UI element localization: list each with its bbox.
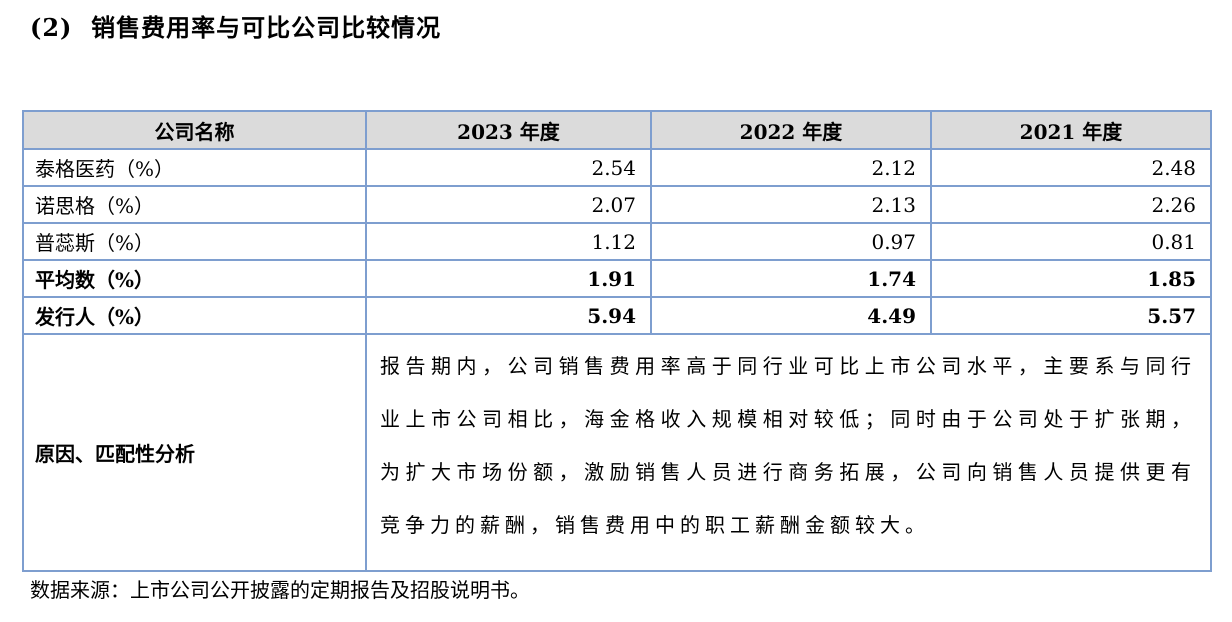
header-year-2021: 2021 年度 bbox=[930, 110, 1212, 150]
cell-value-2022: 2.13 bbox=[650, 185, 932, 224]
cell-value-2021: 1.85 bbox=[930, 259, 1212, 298]
cell-company-name: 泰格医药（%） bbox=[22, 148, 367, 187]
cell-value-2022: 4.49 bbox=[650, 296, 932, 335]
cell-value-2022: 2.12 bbox=[650, 148, 932, 187]
section-title: (2) 销售费用率与可比公司比较情况 bbox=[30, 13, 442, 42]
table-row-nuosige: 诺思格（%） 2.07 2.13 2.26 bbox=[22, 185, 1212, 224]
table-header-row: 公司名称 2023 年度 2022 年度 2021 年度 bbox=[22, 110, 1212, 150]
sales-expense-comparison-table: 公司名称 2023 年度 2022 年度 2021 年度 泰格医药（%） 2.5… bbox=[22, 110, 1212, 572]
table-row-average: 平均数（%） 1.91 1.74 1.85 bbox=[22, 259, 1212, 298]
cell-value-2021: 5.57 bbox=[930, 296, 1212, 335]
table-row-issuer: 发行人（%） 5.94 4.49 5.57 bbox=[22, 296, 1212, 335]
cell-value-2023: 1.91 bbox=[365, 259, 652, 298]
table-row-pruisi: 普蕊斯（%） 1.12 0.97 0.81 bbox=[22, 222, 1212, 261]
analysis-label: 原因、匹配性分析 bbox=[22, 333, 367, 572]
cell-value-2023: 2.54 bbox=[365, 148, 652, 187]
cell-value-2023: 1.12 bbox=[365, 222, 652, 261]
cell-value-2023: 5.94 bbox=[365, 296, 652, 335]
header-year-2022: 2022 年度 bbox=[650, 110, 932, 150]
table-row-tigermed: 泰格医药（%） 2.54 2.12 2.48 bbox=[22, 148, 1212, 187]
analysis-text: 报告期内，公司销售费用率高于同行业可比上市公司水平，主要系与同行业上市公司相比，… bbox=[365, 333, 1212, 572]
cell-value-2021: 2.48 bbox=[930, 148, 1212, 187]
cell-value-2021: 2.26 bbox=[930, 185, 1212, 224]
data-source-note: 数据来源：上市公司公开披露的定期报告及招股说明书。 bbox=[30, 578, 530, 602]
cell-value-2023: 2.07 bbox=[365, 185, 652, 224]
cell-value-2022: 0.97 bbox=[650, 222, 932, 261]
cell-company-name: 发行人（%） bbox=[22, 296, 367, 335]
header-year-2023: 2023 年度 bbox=[365, 110, 652, 150]
header-company-name: 公司名称 bbox=[22, 110, 367, 150]
cell-company-name: 诺思格（%） bbox=[22, 185, 367, 224]
cell-company-name: 平均数（%） bbox=[22, 259, 367, 298]
cell-value-2021: 0.81 bbox=[930, 222, 1212, 261]
table-row-analysis: 原因、匹配性分析 报告期内，公司销售费用率高于同行业可比上市公司水平，主要系与同… bbox=[22, 333, 1212, 572]
cell-company-name: 普蕊斯（%） bbox=[22, 222, 367, 261]
cell-value-2022: 1.74 bbox=[650, 259, 932, 298]
